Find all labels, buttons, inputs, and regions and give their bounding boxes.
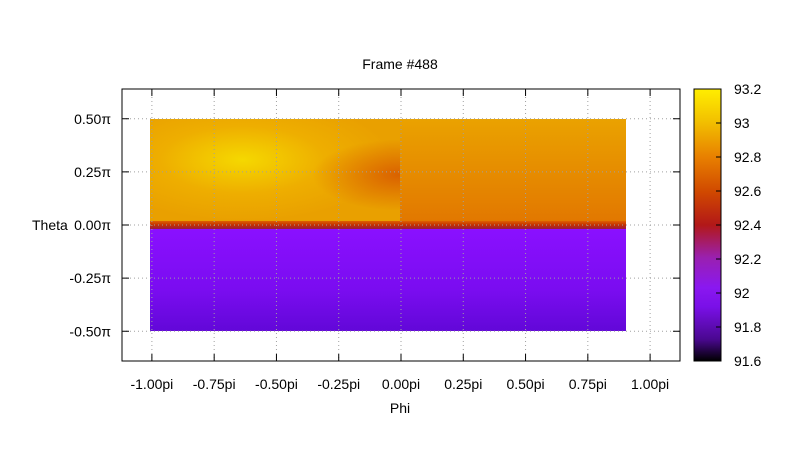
x-tick-label: -0.25pi bbox=[317, 376, 360, 392]
heatmap-seam bbox=[150, 221, 626, 229]
colorbar: 93.2 93 92.8 92.6 92.4 92.2 92 91.8 91.6 bbox=[693, 81, 761, 369]
plot-area: -1.00pi -0.75pi -0.50pi -0.25pi 0.00pi 0.25pi… bbox=[69, 88, 681, 392]
grid bbox=[122, 89, 680, 361]
colorbar-tick-label: 93.2 bbox=[734, 81, 761, 97]
x-tick-label: 0.00pi bbox=[382, 376, 420, 392]
y-tick-label: -0.50π bbox=[69, 323, 111, 339]
x-tick-label: 0.50pi bbox=[506, 376, 544, 392]
x-axis-label: Phi bbox=[390, 400, 410, 416]
colorbar-tick-label: 91.8 bbox=[734, 319, 761, 335]
chart-title: Frame #488 bbox=[362, 56, 438, 72]
x-tick-label: 1.00pi bbox=[631, 376, 669, 392]
x-ticks: -1.00pi -0.75pi -0.50pi -0.25pi 0.00pi 0.25pi… bbox=[130, 89, 669, 392]
colorbar-tick-label: 93 bbox=[734, 115, 750, 131]
colorbar-tick-label: 92.2 bbox=[734, 251, 761, 267]
x-tick-label: 0.25pi bbox=[444, 376, 482, 392]
x-tick-label: 0.75pi bbox=[569, 376, 607, 392]
y-tick-label: 0.25π bbox=[74, 164, 111, 180]
y-ticks: 0.50π 0.25π 0.00π -0.25π -0.50π bbox=[69, 111, 680, 339]
colorbar-ticks: 93.2 93 92.8 92.6 92.4 92.2 92 91.8 91.6 bbox=[716, 81, 761, 369]
heatmap bbox=[150, 119, 626, 331]
title-group: Frame #488 bbox=[362, 56, 438, 72]
colorbar-tick-label: 92.6 bbox=[734, 183, 761, 199]
colorbar-tick-label: 92.4 bbox=[734, 217, 761, 233]
x-tick-label: -0.50pi bbox=[255, 376, 298, 392]
colorbar-tick-label: 92.8 bbox=[734, 149, 761, 165]
heatmap-upper-left-shade bbox=[150, 119, 400, 221]
y-axis-label: Theta bbox=[32, 217, 68, 233]
colorbar-tick-label: 91.6 bbox=[734, 353, 761, 369]
colorbar-tick-label: 92 bbox=[734, 285, 750, 301]
heatmap-lower bbox=[150, 229, 626, 331]
x-tick-label: -0.75pi bbox=[193, 376, 236, 392]
y-tick-label: 0.50π bbox=[74, 111, 111, 127]
y-tick-label: 0.00π bbox=[74, 217, 111, 233]
y-tick-label: -0.25π bbox=[69, 270, 111, 286]
heatmap-upper-right bbox=[400, 119, 626, 221]
x-tick-label: -1.00pi bbox=[130, 376, 173, 392]
